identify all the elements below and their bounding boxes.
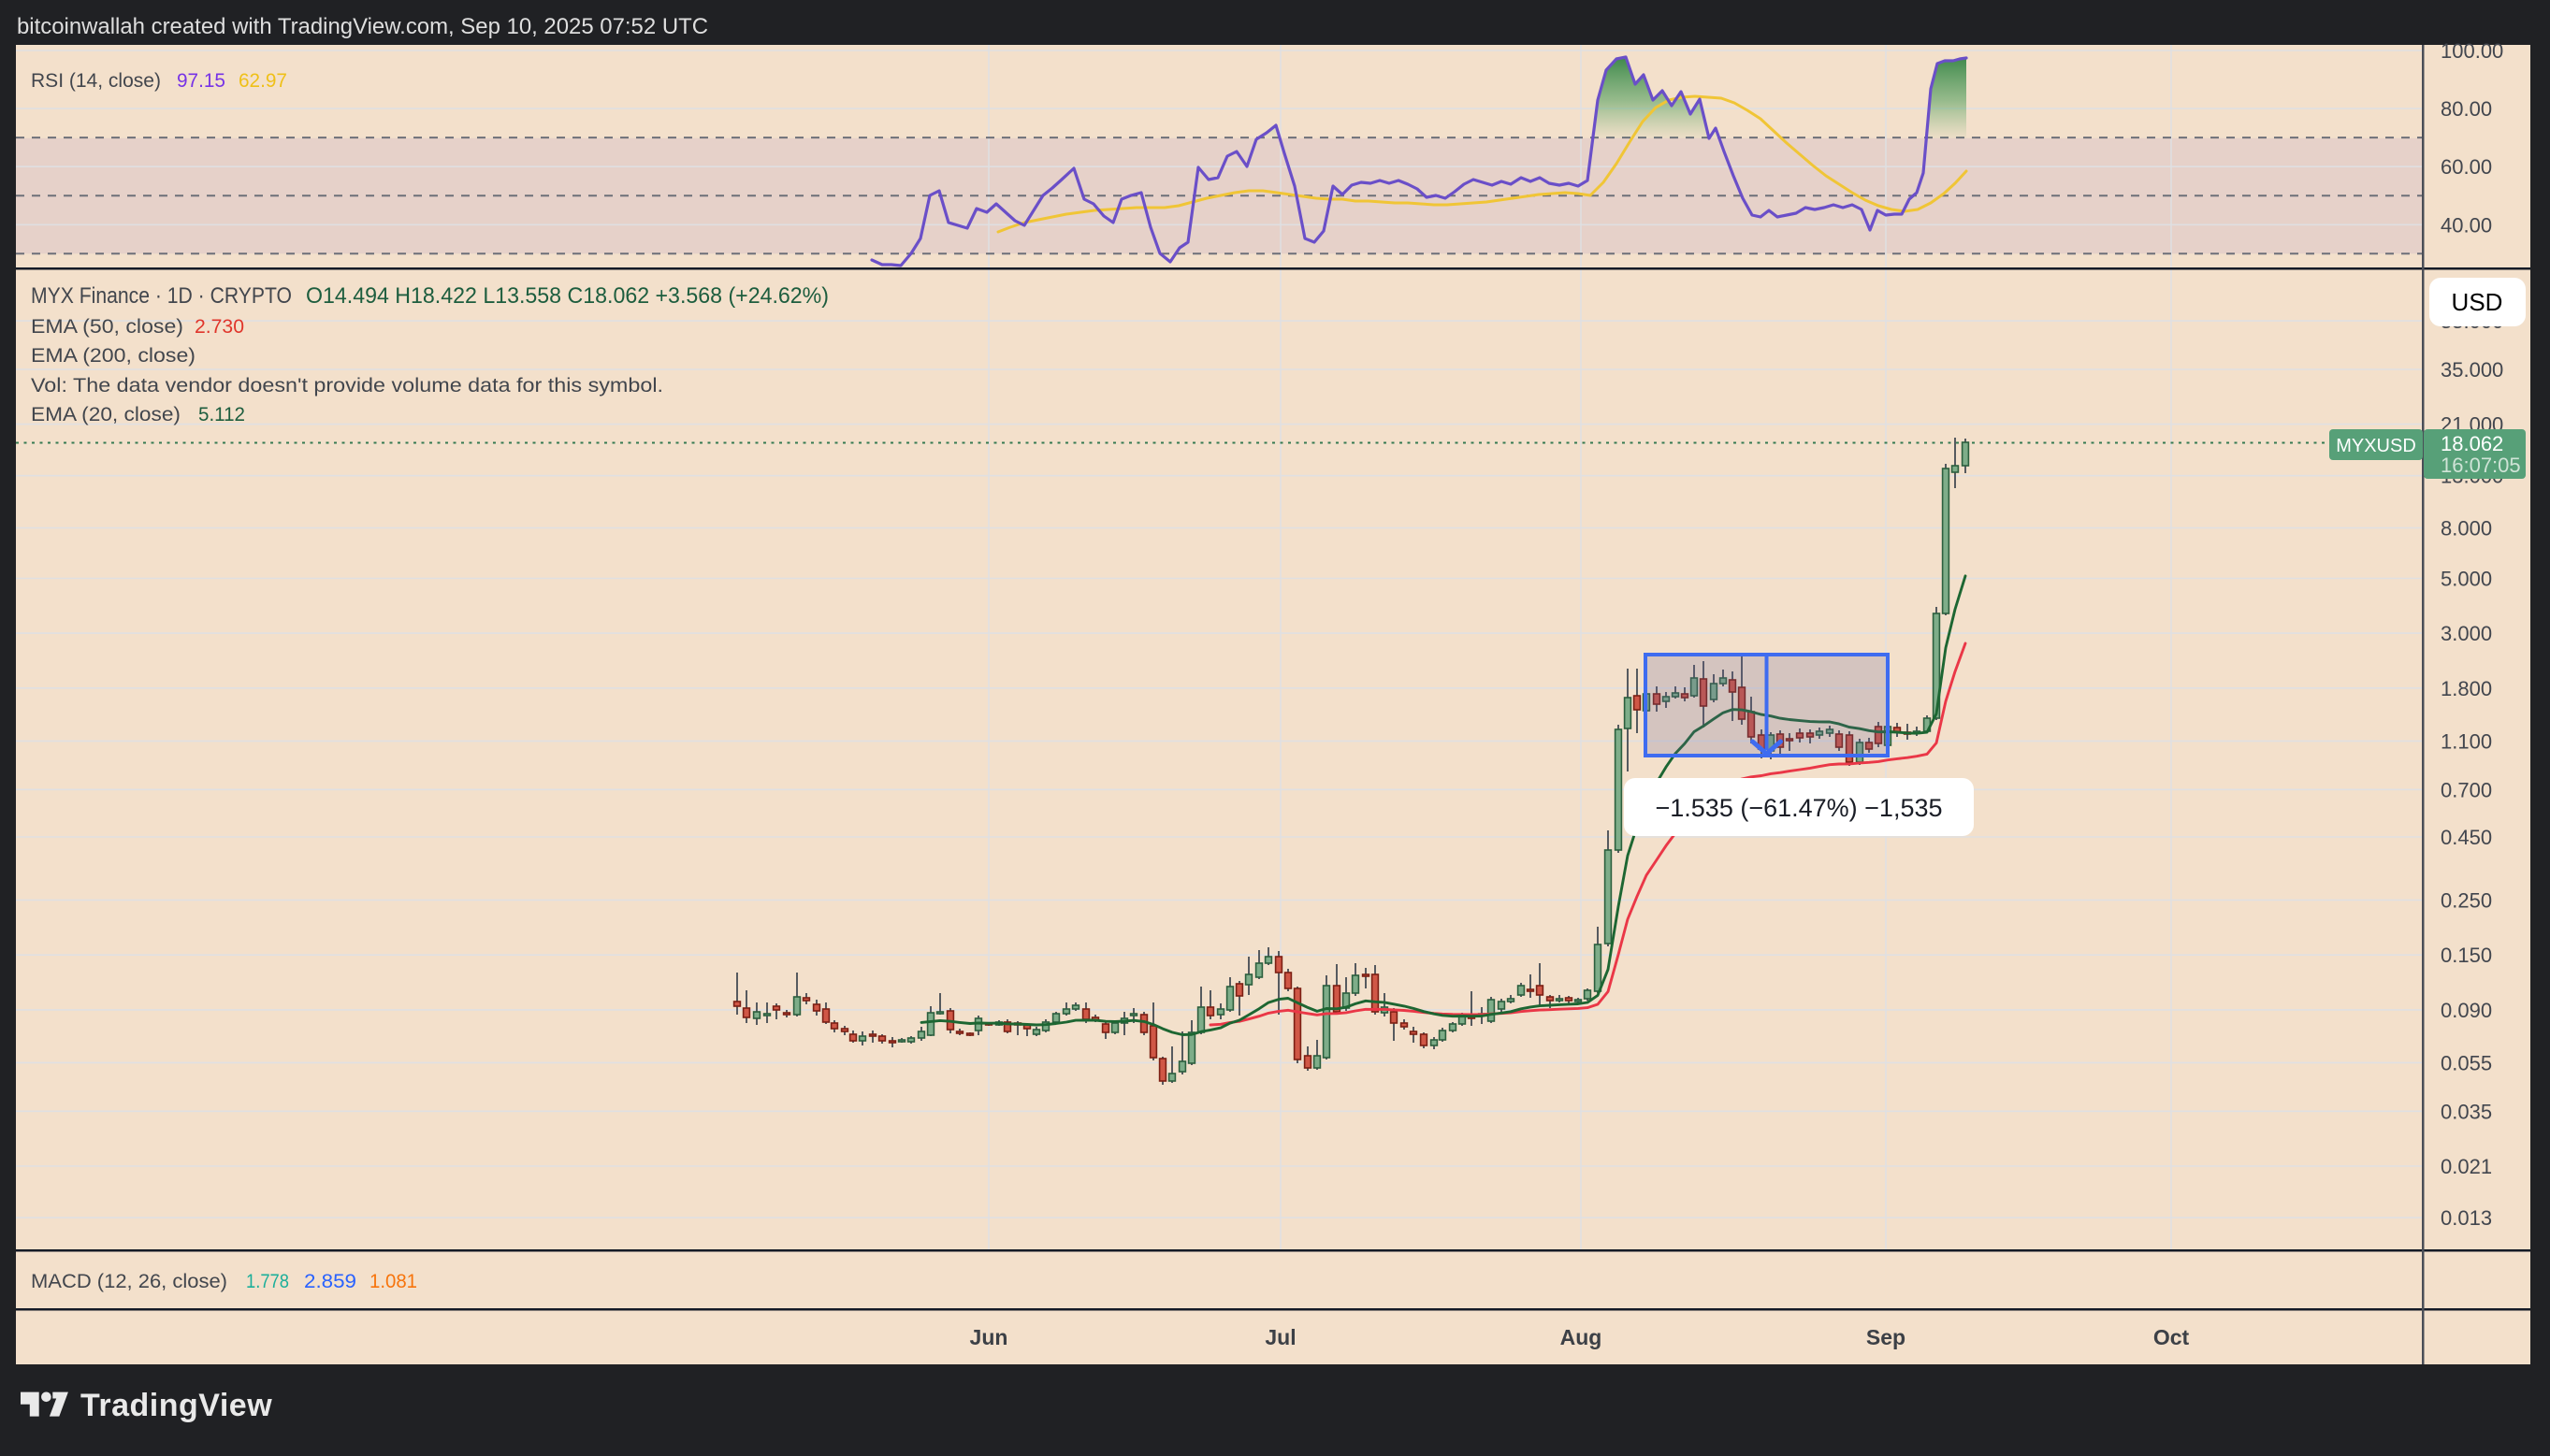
svg-text:5.000: 5.000 (2441, 568, 2492, 591)
svg-text:Vol: The data vendor doesn't p: Vol: The data vendor doesn't provide vol… (31, 375, 663, 396)
svg-text:EMA (20, close): EMA (20, close) (31, 404, 181, 425)
svg-text:5.112: 5.112 (198, 404, 245, 425)
svg-text:MYX Finance · 1D · CRYPTO: MYX Finance · 1D · CRYPTO (31, 283, 292, 309)
svg-text:0.450: 0.450 (2441, 826, 2492, 849)
svg-text:0.700: 0.700 (2441, 778, 2492, 801)
svg-text:62.97: 62.97 (239, 70, 287, 92)
svg-text:0.055: 0.055 (2441, 1051, 2492, 1074)
svg-text:16:07:05: 16:07:05 (2441, 454, 2521, 477)
svg-text:80.00: 80.00 (2441, 97, 2492, 121)
svg-text:18.062: 18.062 (2441, 432, 2503, 455)
svg-text:1.100: 1.100 (2441, 729, 2492, 753)
svg-text:Jul: Jul (1265, 1325, 1296, 1349)
svg-text:100.00: 100.00 (2441, 39, 2503, 63)
svg-text:TradingView: TradingView (80, 1388, 272, 1423)
svg-text:2.730: 2.730 (195, 316, 244, 338)
svg-text:8.000: 8.000 (2441, 517, 2492, 541)
svg-text:Aug: Aug (1560, 1325, 1602, 1349)
svg-text:1.778: 1.778 (246, 1271, 289, 1292)
svg-text:MYXUSD: MYXUSD (2336, 436, 2416, 456)
svg-text:40.00: 40.00 (2441, 213, 2492, 237)
svg-text:60.00: 60.00 (2441, 155, 2492, 179)
svg-text:EMA (200, close): EMA (200, close) (31, 345, 196, 367)
svg-text:Oct: Oct (2153, 1325, 2190, 1349)
svg-text:0.150: 0.150 (2441, 944, 2492, 967)
svg-text:Jun: Jun (970, 1325, 1008, 1349)
svg-text:EMA (50, close): EMA (50, close) (31, 316, 183, 338)
svg-text:MACD (12, 26, close): MACD (12, 26, close) (31, 1271, 227, 1292)
svg-text:O14.494 H18.422 L13.558 C18: O14.494 H18.422 L13.558 C18.062 +3.568 (… (306, 283, 829, 309)
svg-text:35.000: 35.000 (2441, 358, 2503, 382)
svg-text:1.800: 1.800 (2441, 677, 2492, 700)
svg-text:USD: USD (2452, 288, 2503, 316)
svg-text:97.15: 97.15 (177, 70, 225, 92)
svg-text:0.035: 0.035 (2441, 1100, 2492, 1123)
svg-text:0.090: 0.090 (2441, 999, 2492, 1022)
svg-text:Sep: Sep (1866, 1325, 1905, 1349)
svg-text:0.250: 0.250 (2441, 889, 2492, 913)
svg-text:RSI (14, close): RSI (14, close) (31, 70, 161, 92)
svg-text:2.859: 2.859 (304, 1271, 356, 1292)
svg-text:−1.535 (−61.47%) −1,535: −1.535 (−61.47%) −1,535 (1656, 794, 1943, 822)
svg-text:0.021: 0.021 (2441, 1155, 2492, 1178)
svg-text:3.000: 3.000 (2441, 622, 2492, 645)
svg-text:bitcoinwallah created with Tra: bitcoinwallah created with TradingView.c… (17, 14, 708, 39)
svg-text:1.081: 1.081 (369, 1271, 417, 1292)
svg-text:0.013: 0.013 (2441, 1206, 2492, 1230)
